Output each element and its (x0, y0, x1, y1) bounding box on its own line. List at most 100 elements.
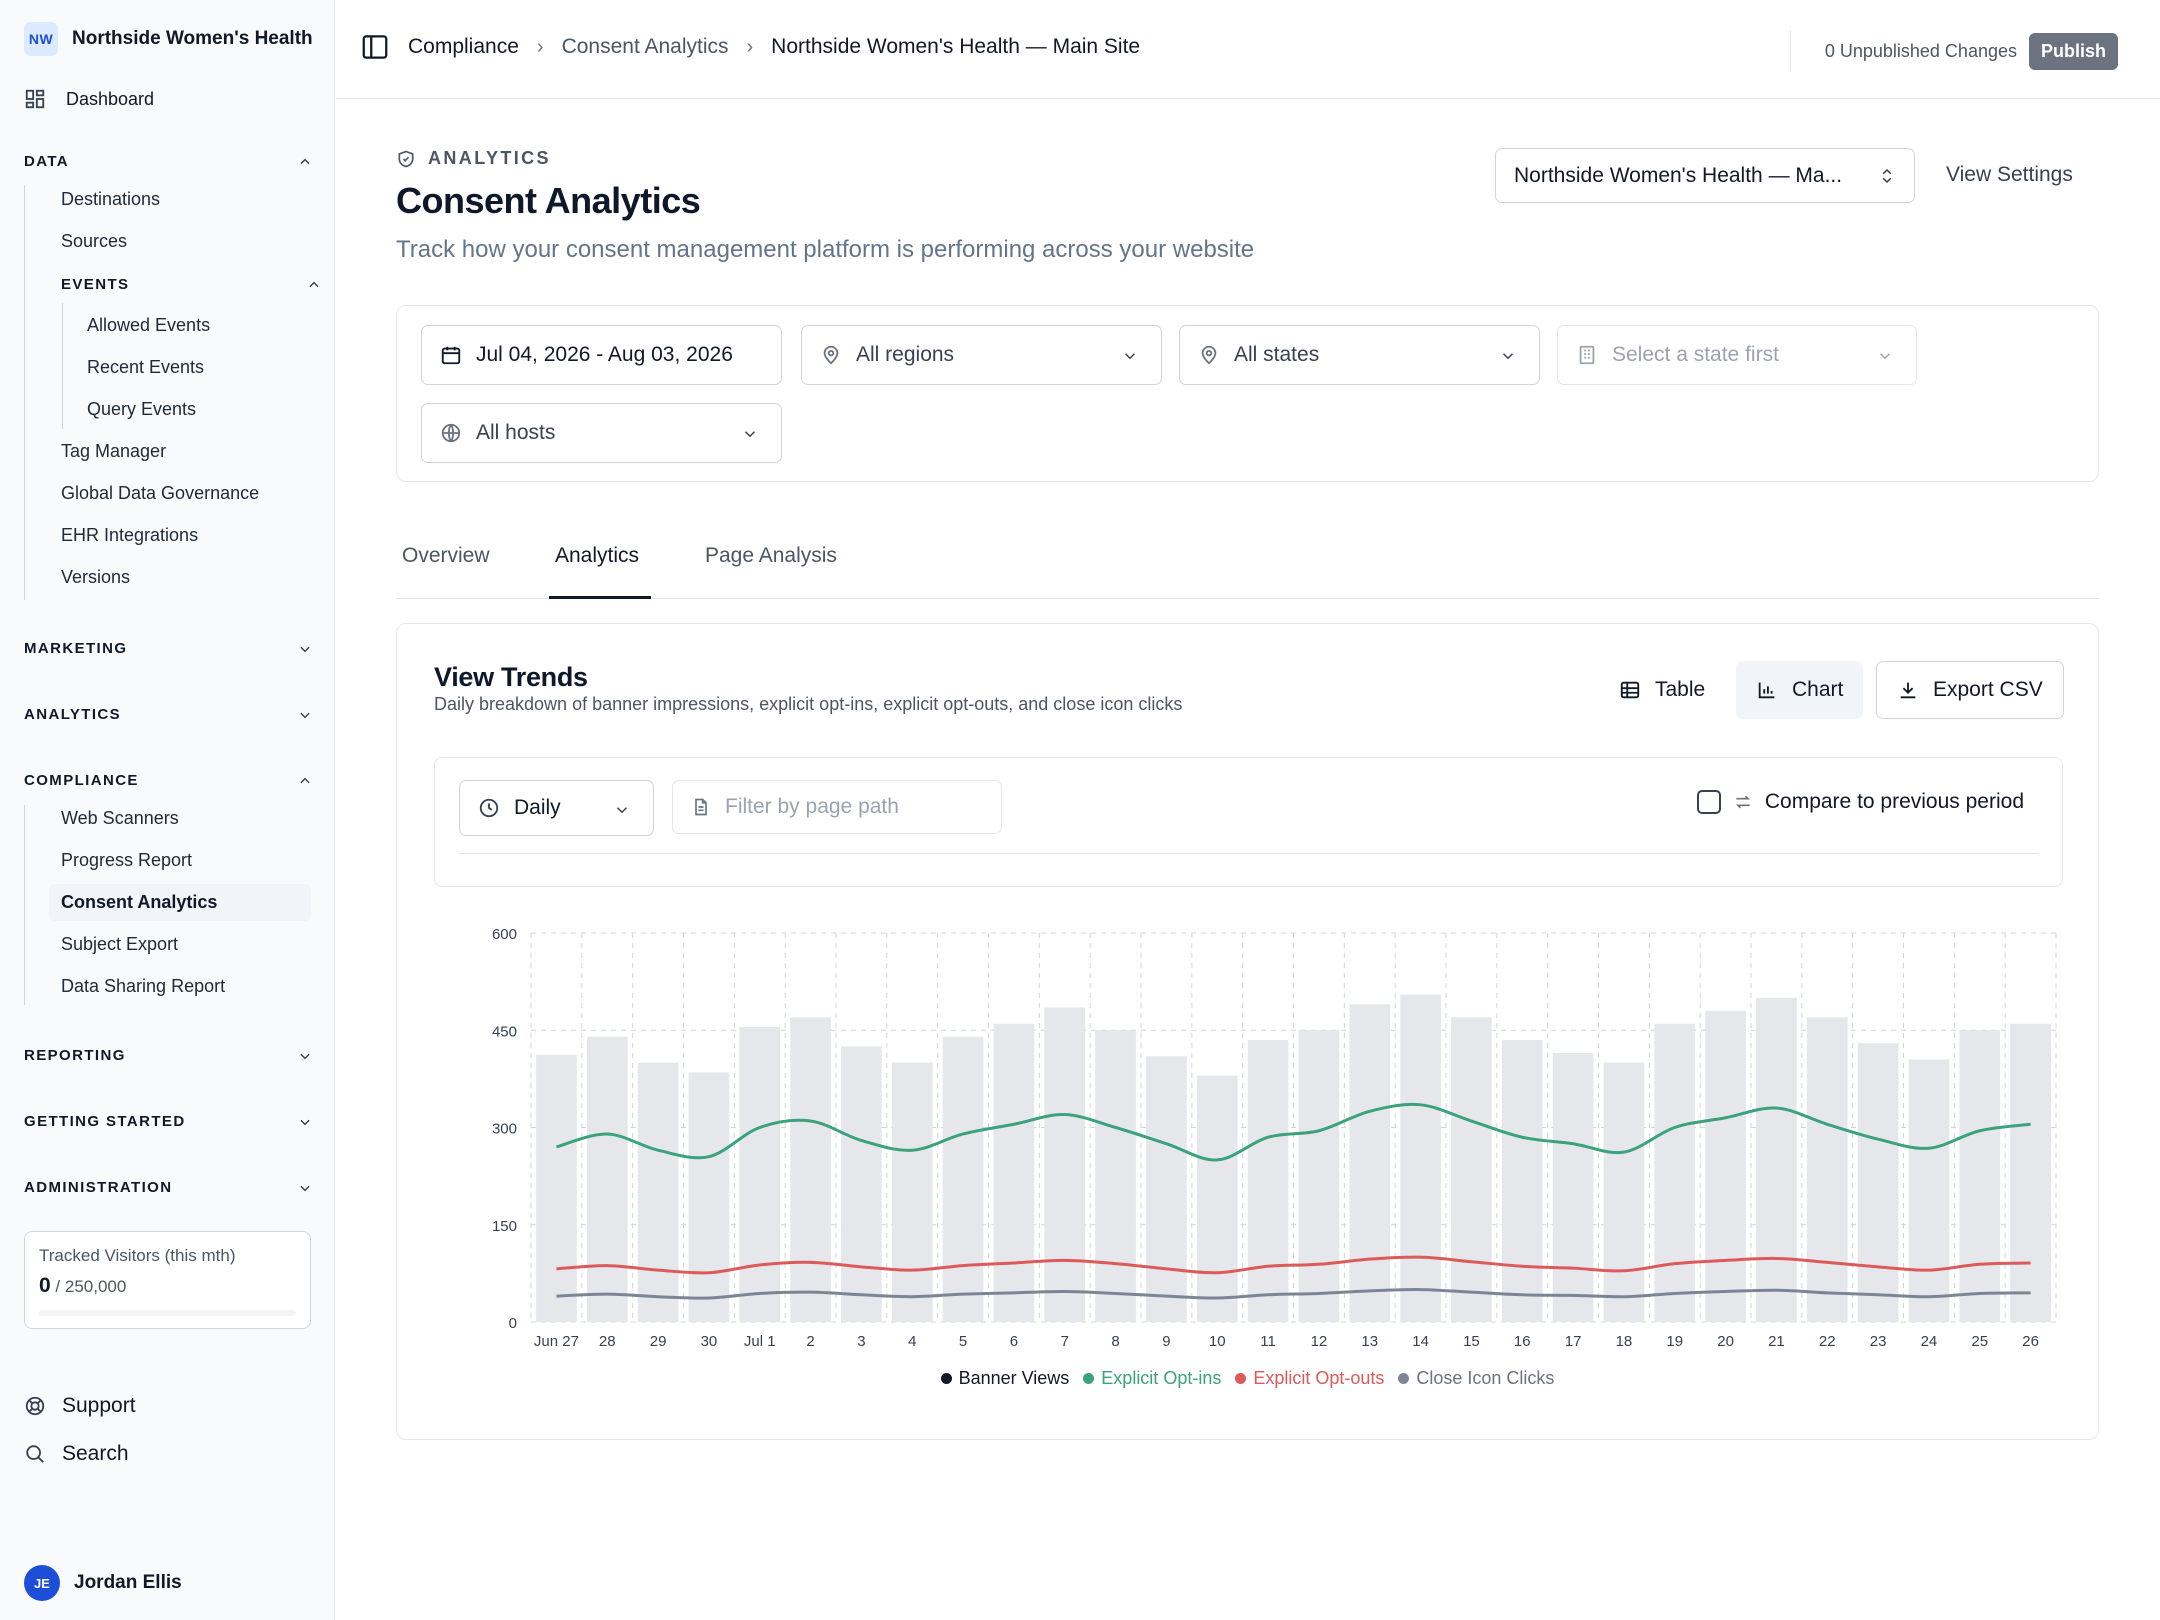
granularity-select[interactable]: Daily (459, 780, 654, 836)
section-compliance[interactable]: COMPLIANCE (24, 772, 312, 789)
chart-label: Chart (1792, 678, 1844, 701)
legend-item[interactable]: Banner Views (940, 1368, 1069, 1389)
regions-select[interactable]: All regions (801, 325, 1162, 385)
sidebar-item-ehr-integrations[interactable]: EHR Integrations (61, 525, 199, 545)
sidebar-item-sources[interactable]: Sources (61, 231, 128, 251)
compare-toggle[interactable]: Compare to previous period (1696, 790, 2024, 814)
page-path-filter[interactable]: Filter by page path (672, 780, 1002, 834)
breadcrumb-current: Northside Women's Health — Main Site (771, 35, 1141, 58)
bar-banner-views (1196, 1075, 1238, 1322)
map-pin-icon (1201, 345, 1217, 365)
publish-button[interactable]: Publish (2028, 32, 2118, 70)
chevron-down-icon (300, 646, 310, 652)
sidebar-item-dashboard[interactable]: Dashboard (24, 88, 154, 110)
unpublished-changes: 0 Unpublished Changes (1824, 40, 2017, 61)
date-range-picker[interactable]: Jul 04, 2026 - Aug 03, 2026 (421, 325, 782, 385)
page-description: Track how your consent management platfo… (396, 236, 1255, 263)
sidebar-item-destinations[interactable]: Destinations (61, 189, 161, 209)
org-switcher[interactable]: NW Northside Women's Health (24, 22, 313, 56)
compare-checkbox[interactable] (1696, 790, 1721, 814)
site-select[interactable]: Northside Women's Health — Ma... (1495, 148, 1915, 203)
sidebar-item-web-scanners[interactable]: Web Scanners (61, 808, 179, 828)
bar-banner-views (1146, 1056, 1187, 1322)
x-tick-label: 3 (857, 1333, 865, 1350)
tracked-visitors-label: Tracked Visitors (this mth) (39, 1246, 236, 1265)
section-label: ANALYTICS (24, 706, 122, 723)
view-trends-card: View Trends Daily breakdown of banner im… (396, 623, 2099, 1440)
sidebar-toggle-icon[interactable] (360, 32, 390, 62)
toolbar-divider (459, 853, 2038, 854)
chevron-down-icon (300, 1185, 310, 1191)
legend-item[interactable]: Explicit Opt-ins (1083, 1368, 1221, 1389)
sidebar-item-query-events[interactable]: Query Events (87, 399, 197, 419)
support-link[interactable]: Support (24, 1394, 136, 1418)
breadcrumb-separator: › (746, 35, 754, 58)
sidebar-item-tag-manager[interactable]: Tag Manager (61, 441, 167, 461)
sidebar-item-recent-events[interactable]: Recent Events (87, 357, 205, 377)
tab-analytics[interactable]: Analytics (555, 544, 640, 567)
section-marketing[interactable]: MARKETING (24, 640, 312, 657)
bar-banner-views (1298, 1030, 1340, 1322)
section-label: EVENTS (61, 276, 130, 293)
table-icon (1620, 681, 1640, 699)
sidebar-item-subject-export[interactable]: Subject Export (61, 934, 179, 954)
y-tick-label: 0 (509, 1315, 517, 1332)
shield-check-icon (398, 150, 414, 167)
bar-banner-views (1095, 1030, 1136, 1322)
tab-page-analysis[interactable]: Page Analysis (705, 544, 837, 567)
bar-banner-views (790, 1017, 831, 1322)
legend-dot (1083, 1373, 1095, 1384)
view-settings-link[interactable]: View Settings (1946, 163, 2073, 186)
eyebrow-label: ANALYTICS (428, 148, 551, 168)
section-getting-started[interactable]: GETTING STARTED (24, 1113, 312, 1130)
chevron-down-icon (300, 1119, 310, 1125)
breadcrumb: Compliance › Consent Analytics › Northsi… (360, 32, 1140, 62)
sidebar-item-progress-report[interactable]: Progress Report (61, 850, 193, 870)
sidebar-item-consent-analytics[interactable]: Consent Analytics (49, 884, 311, 921)
breadcrumb-consent-analytics[interactable]: Consent Analytics (561, 35, 729, 58)
section-reporting[interactable]: REPORTING (24, 1047, 312, 1064)
sub-divider (24, 185, 25, 600)
chart-view-button[interactable]: Chart (1736, 661, 1864, 719)
user-menu[interactable]: JE Jordan Ellis (24, 1565, 182, 1601)
tabs: Overview Analytics Page Analysis (396, 530, 2099, 599)
chevron-up-icon (309, 281, 319, 287)
sidebar: NW Northside Women's Health Dashboard DA… (0, 0, 335, 1620)
avatar: JE (24, 1565, 60, 1601)
bar-banner-views (1756, 997, 1797, 1322)
section-data[interactable]: DATA (24, 153, 312, 170)
series-line-explicit-opt-outs (556, 1255, 2031, 1275)
sidebar-item-versions[interactable]: Versions (61, 567, 131, 587)
tab-overview[interactable]: Overview (402, 544, 490, 567)
sidebar-item-global-data-governance[interactable]: Global Data Governance (61, 483, 260, 503)
legend-item[interactable]: Explicit Opt-outs (1235, 1368, 1384, 1389)
states-select[interactable]: All states (1179, 325, 1540, 385)
legend-item[interactable]: Close Icon Clicks (1398, 1368, 1554, 1389)
bar-banner-views (1908, 1059, 1950, 1322)
topbar: Compliance › Consent Analytics › Northsi… (336, 0, 2160, 99)
visitors-count: 0 (39, 1274, 51, 1297)
export-csv-button[interactable]: Export CSV (1876, 661, 2064, 719)
granularity-value: Daily (514, 796, 561, 819)
export-label: Export CSV (1933, 678, 2043, 701)
sidebar-item-label: Dashboard (66, 88, 155, 109)
hosts-select[interactable]: All hosts (421, 403, 782, 463)
section-events[interactable]: EVENTS (61, 276, 321, 293)
x-tick-label: 15 (1463, 1333, 1480, 1350)
bar-banner-views (536, 1054, 577, 1322)
states-value: All states (1234, 343, 1320, 366)
x-tick-label: 18 (1616, 1333, 1633, 1350)
chevron-down-icon (1879, 353, 1891, 360)
org-name: Northside Women's Health (72, 28, 313, 49)
legend-dot (1398, 1373, 1410, 1384)
breadcrumb-compliance[interactable]: Compliance (408, 35, 519, 58)
table-view-button[interactable]: Table (1599, 661, 1725, 719)
section-analytics[interactable]: ANALYTICS (24, 706, 312, 723)
breadcrumb-separator: › (536, 35, 544, 58)
section-administration[interactable]: ADMINISTRATION (24, 1179, 312, 1196)
x-tick-label: 13 (1361, 1333, 1378, 1350)
search-link[interactable]: Search (24, 1442, 129, 1466)
bar-banner-views (1705, 1010, 1746, 1322)
sidebar-item-allowed-events[interactable]: Allowed Events (87, 315, 211, 335)
sidebar-item-data-sharing-report[interactable]: Data Sharing Report (61, 976, 226, 996)
